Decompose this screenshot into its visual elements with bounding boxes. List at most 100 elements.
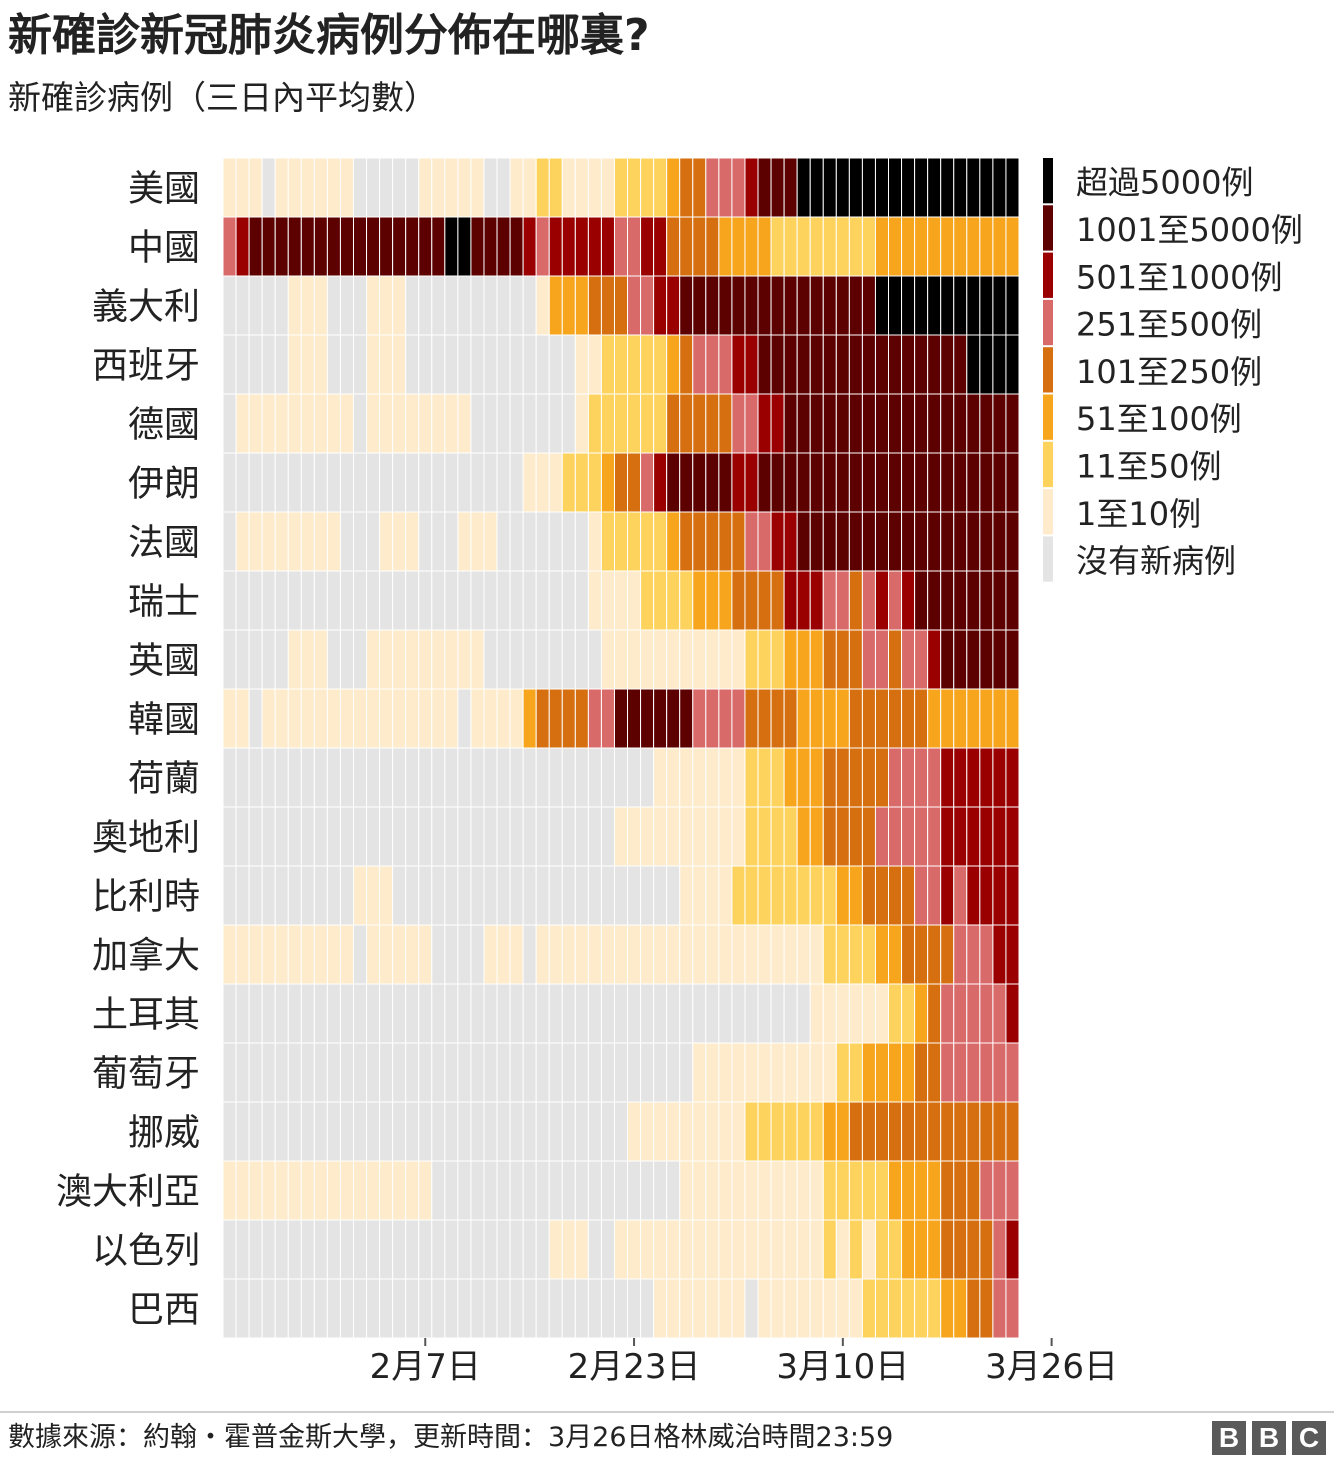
heatmap-cell (822, 924, 837, 985)
heatmap-cell (679, 452, 694, 513)
heatmap-cell (953, 924, 968, 985)
heatmap-cell (809, 1160, 824, 1221)
heatmap-cell (627, 629, 642, 690)
heatmap-cell (457, 983, 472, 1044)
heatmap-cell (261, 334, 276, 395)
heatmap-cell (705, 924, 720, 985)
heatmap-cell (627, 747, 642, 808)
heatmap-cell (1005, 806, 1020, 867)
heatmap-cell (783, 688, 798, 749)
heatmap-cell (901, 806, 916, 867)
heatmap-cell (979, 629, 994, 690)
heatmap-cell (326, 1101, 341, 1162)
heatmap-cell (731, 157, 746, 218)
heatmap-cell (861, 1278, 876, 1339)
heatmap-cell (248, 157, 263, 218)
heatmap-cell (992, 1042, 1007, 1103)
heatmap-cell (653, 983, 668, 1044)
heatmap-cell (522, 806, 537, 867)
heatmap-cell (757, 688, 772, 749)
heatmap-cell (940, 1278, 955, 1339)
heatmap-cell (848, 1278, 863, 1339)
heatmap-cell (300, 924, 315, 985)
heatmap-cell (953, 865, 968, 926)
source-note: 數據來源：約翰・霍普金斯大學，更新時間：3月26日格林威治時間23:59 (8, 1422, 894, 1453)
heatmap-cell (809, 688, 824, 749)
heatmap-cell (418, 924, 433, 985)
heatmap-cell (444, 334, 459, 395)
heatmap-cell (457, 511, 472, 572)
heatmap-cell (705, 983, 720, 1044)
heatmap-cell (613, 452, 629, 513)
heatmap-cell (640, 806, 655, 867)
heatmap-cell (535, 1160, 550, 1221)
heatmap-cell (574, 1042, 589, 1103)
heatmap-cell (679, 1042, 694, 1103)
heatmap-cell (731, 865, 746, 926)
heatmap-cell (261, 629, 276, 690)
heatmap-cell (418, 1101, 433, 1162)
heatmap-cell (940, 865, 955, 926)
heatmap-cell (548, 452, 563, 513)
heatmap-cell (300, 570, 315, 631)
heatmap-cell (757, 157, 772, 218)
heatmap-cell (666, 452, 681, 513)
heatmap-cell (901, 1278, 916, 1339)
heatmap-cell (940, 924, 955, 985)
heatmap-cell (339, 1042, 354, 1103)
heatmap-cell (979, 747, 994, 808)
heatmap-cell (235, 865, 250, 926)
heatmap-cell (483, 393, 498, 454)
heatmap-cell (927, 511, 942, 572)
heatmap-cell (509, 983, 524, 1044)
heatmap-cell (431, 334, 446, 395)
heatmap-cell (300, 216, 315, 277)
heatmap-cell (874, 629, 890, 690)
heatmap-cell (313, 1160, 328, 1221)
heatmap-cell (796, 688, 811, 749)
row-label: 巴西 (128, 1290, 200, 1331)
heatmap-cell (613, 216, 629, 277)
heatmap-cell (979, 806, 994, 867)
heatmap-cell (574, 806, 589, 867)
heatmap-cell (979, 452, 994, 513)
heatmap-cell (509, 1042, 524, 1103)
row-label: 加拿大 (92, 936, 200, 977)
heatmap-cell (222, 393, 237, 454)
heatmap-cell (757, 452, 772, 513)
legend-swatch (1043, 158, 1053, 204)
heatmap-cell (640, 1160, 655, 1221)
heatmap-cell (718, 629, 733, 690)
heatmap-cell (861, 747, 876, 808)
heatmap-cell (222, 157, 237, 218)
heatmap-cell (326, 452, 341, 513)
heatmap-cell (848, 924, 863, 985)
heatmap-cell (822, 747, 837, 808)
heatmap-cell (979, 983, 994, 1044)
heatmap-cell (979, 1160, 994, 1221)
heatmap-cell (535, 511, 550, 572)
heatmap-cell (835, 570, 850, 631)
heatmap-cell (574, 629, 589, 690)
heatmap-cell (587, 983, 602, 1044)
heatmap-cell (444, 983, 459, 1044)
heatmap-cell (940, 688, 955, 749)
heatmap-cell (248, 334, 263, 395)
heatmap-cell (940, 1042, 955, 1103)
heatmap-cell (901, 1042, 916, 1103)
heatmap-cell (679, 511, 694, 572)
heatmap-cell (483, 747, 498, 808)
heatmap-cell (470, 1278, 485, 1339)
heatmap-cell (757, 865, 772, 926)
heatmap-cell (927, 275, 942, 336)
heatmap-cell (522, 1219, 537, 1280)
heatmap-cell (848, 806, 863, 867)
heatmap-cell (600, 688, 615, 749)
heatmap-cell (287, 393, 302, 454)
heatmap-cell (613, 570, 629, 631)
heatmap-cell (418, 688, 433, 749)
heatmap-cell (927, 629, 942, 690)
heatmap-cell (848, 688, 863, 749)
heatmap-cell (744, 1278, 759, 1339)
heatmap-cell (587, 275, 602, 336)
